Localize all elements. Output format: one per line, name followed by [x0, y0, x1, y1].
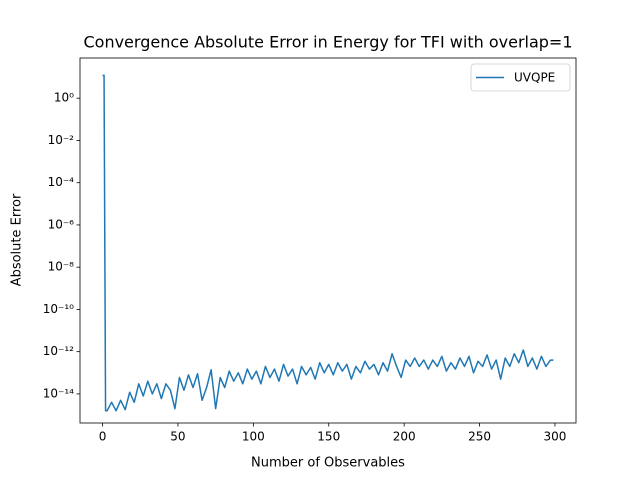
y-tick-label: 10⁻¹⁰: [43, 302, 74, 316]
x-tick-label: 250: [468, 430, 491, 444]
x-tick-label: 300: [544, 430, 567, 444]
plot-frame: [79, 57, 577, 424]
y-tick-label: 10⁻¹⁴: [43, 386, 74, 400]
legend-box: [470, 63, 571, 92]
y-tick-label: 10⁻⁸: [48, 260, 75, 274]
chart-title: Convergence Absolute Error in Energy for…: [83, 33, 572, 52]
line-series: [102, 74, 554, 412]
y-tick-label: 10⁰: [54, 91, 74, 105]
x-tick-label: 100: [242, 430, 265, 444]
x-axis-label: Number of Observables: [251, 456, 405, 471]
y-tick-label: 10⁻¹²: [43, 344, 74, 358]
x-tick-label: 150: [317, 430, 340, 444]
x-tick-label: 200: [393, 430, 416, 444]
y-tick-label: 10⁻⁴: [48, 175, 75, 189]
x-tick-label: 0: [99, 430, 107, 444]
x-tick-label: 50: [170, 430, 185, 444]
y-tick-label: 10⁻⁶: [48, 217, 75, 231]
y-axis-label: Absolute Error: [10, 193, 25, 286]
y-tick-label: 10⁻²: [48, 133, 75, 147]
legend-label: UVQPE: [514, 71, 555, 85]
